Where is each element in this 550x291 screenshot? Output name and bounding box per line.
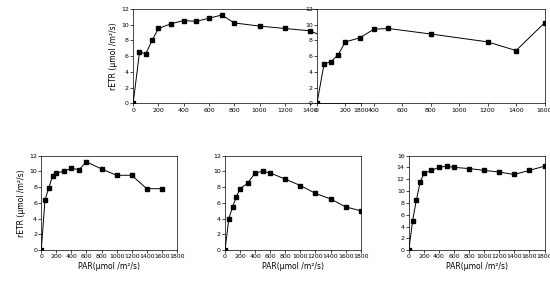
Y-axis label: rETR (μmol /m²/s): rETR (μmol /m²/s) xyxy=(109,22,118,90)
X-axis label: PAR(μmol /m²/s): PAR(μmol /m²/s) xyxy=(262,262,324,271)
Y-axis label: rETR (μmol /m²/s): rETR (μmol /m²/s) xyxy=(18,169,26,237)
X-axis label: PAR(μmol /m²/s): PAR(μmol /m²/s) xyxy=(78,262,140,271)
X-axis label: PAR(μmol /m²/s): PAR(μmol /m²/s) xyxy=(446,262,508,271)
